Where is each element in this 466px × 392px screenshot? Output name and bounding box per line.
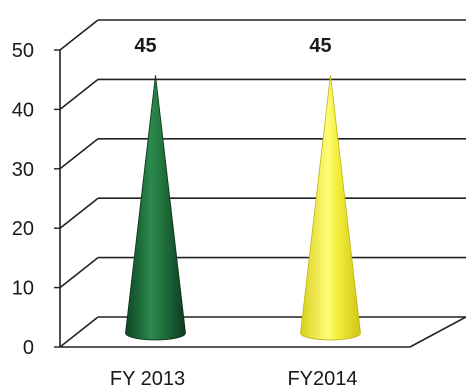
- data-label: 45: [134, 35, 156, 57]
- axes-layer: [54, 49, 466, 348]
- x-category-label: FY 2013: [110, 368, 185, 390]
- cone-bar: [125, 75, 186, 341]
- marks-layer: [125, 75, 361, 341]
- labels-layer: 0 10 20 30 40 50 45 FY 2013 45 FY2014: [12, 35, 358, 390]
- y-tick-label: 50: [12, 40, 34, 62]
- side-gridline: [59, 19, 99, 51]
- y-tick-label: 0: [23, 337, 34, 359]
- cone-bar: [300, 75, 361, 341]
- data-label: 45: [309, 35, 331, 57]
- floor-right-edge: [409, 316, 466, 348]
- side-gridline: [59, 197, 99, 229]
- x-category-label: FY2014: [287, 368, 357, 390]
- side-gridline: [59, 256, 99, 289]
- side-gridline: [59, 316, 99, 348]
- y-tick-label: 30: [12, 159, 34, 181]
- side-gridline: [59, 78, 99, 111]
- y-tick-label: 40: [12, 99, 34, 121]
- y-tick-label: 10: [12, 278, 34, 300]
- side-gridline: [59, 138, 99, 170]
- y-tick-label: 20: [12, 218, 34, 240]
- grid-layer: [59, 19, 466, 348]
